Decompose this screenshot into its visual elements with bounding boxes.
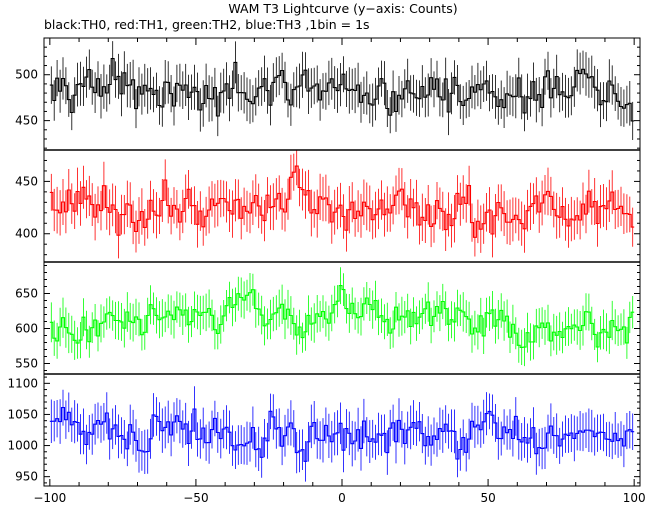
- panel-th2: 550 600 650: [15, 261, 640, 371]
- x-tick-label: 100: [623, 491, 646, 505]
- plot-frame: [43, 37, 641, 487]
- x-axis: −100 −50 0 50 100: [33, 38, 646, 505]
- y-tick-label: 400: [15, 227, 38, 241]
- chart-subtitle: black:TH0, red:TH1, green:TH2, blue:TH3 …: [44, 17, 370, 32]
- y-tick-label: 950: [15, 470, 38, 484]
- chart-title: WAM T3 Lightcurve (y−axis: Counts): [228, 1, 457, 16]
- y-tick-label: 1050: [7, 407, 38, 421]
- series-line-th0: [49, 58, 635, 122]
- y-tick-label: 600: [15, 322, 38, 336]
- y-tick-label: 1100: [7, 376, 38, 390]
- error-bars-th2: [50, 267, 634, 367]
- y-tick-label: 650: [15, 287, 38, 301]
- series-line-th1: [49, 165, 635, 238]
- panel-th1: 400 450: [15, 149, 640, 259]
- y-tick-label: 500: [15, 68, 38, 82]
- error-bars-th0: [50, 41, 634, 140]
- y-tick-label: 450: [15, 174, 38, 188]
- x-tick-label: −100: [33, 491, 66, 505]
- panels-group: 450 500 400 450 550 600 650 950 1000 1050 1100: [7, 37, 640, 484]
- x-tick-label: −50: [183, 491, 208, 505]
- y-tick-label: 550: [15, 357, 38, 371]
- y-tick-label: 1000: [7, 439, 38, 453]
- x-tick-label: 0: [338, 491, 346, 505]
- series-line-th3: [49, 407, 635, 462]
- y-tick-label: 450: [15, 114, 38, 128]
- x-tick-label: 50: [480, 491, 495, 505]
- panel-th0: 450 500: [15, 37, 640, 149]
- panel-th3: 950 1000 1050 1100: [7, 373, 640, 484]
- error-bars-th1: [50, 150, 634, 259]
- series-line-th2: [49, 285, 635, 348]
